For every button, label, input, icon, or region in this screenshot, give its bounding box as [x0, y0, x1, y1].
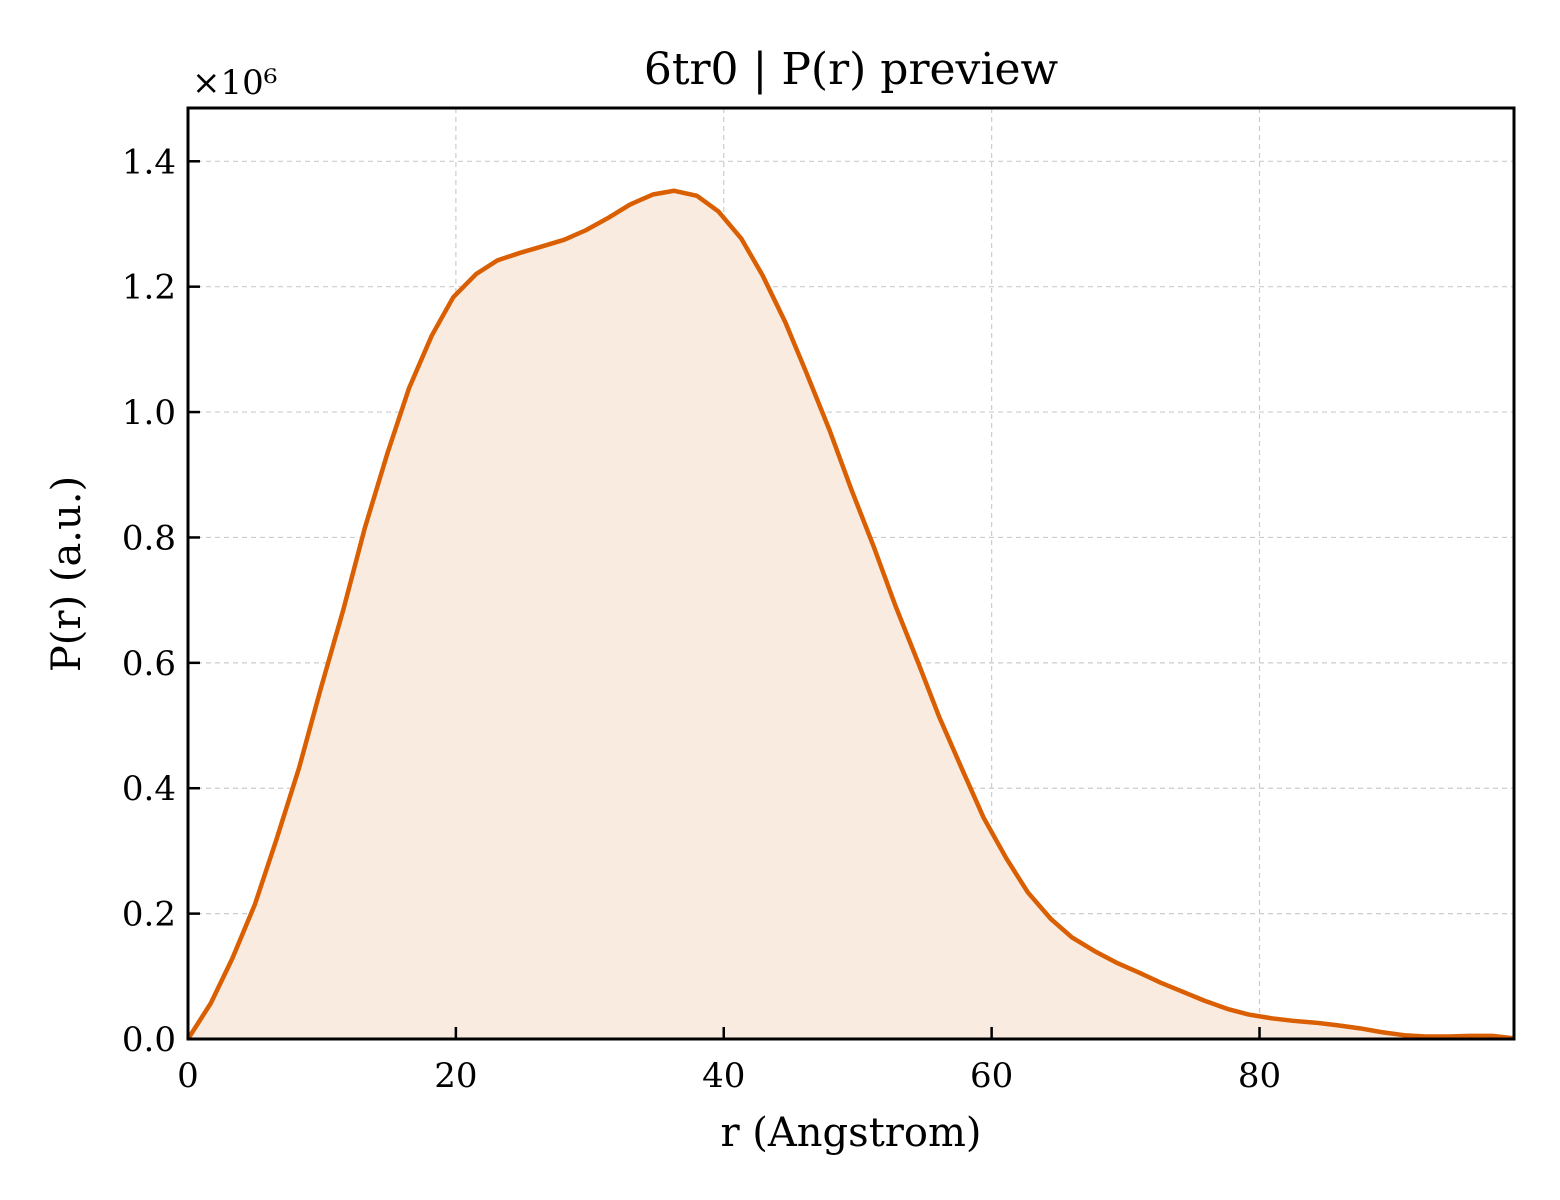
pr-curve-line — [186, 188, 1515, 1041]
y-tick-label: 0.2 — [122, 895, 176, 935]
y-tick-label: 0.6 — [122, 644, 176, 684]
y-tick-label: 0.8 — [122, 518, 176, 558]
y-axis-label: P(r) (a.u.) — [44, 476, 90, 672]
y-tick-label: 0.4 — [122, 769, 176, 809]
x-tick-label: 40 — [702, 1056, 745, 1096]
x-tick-label: 0 — [177, 1056, 199, 1096]
chart-title: 6tr0 | P(r) preview — [644, 44, 1059, 95]
y-tick-label: 1.4 — [122, 142, 176, 182]
y-tick-label: 1.2 — [122, 268, 176, 308]
y-tick-label: 1.0 — [122, 393, 176, 433]
x-tick-label: 80 — [1238, 1056, 1281, 1096]
y-multiplier-label: ×10⁶ — [192, 63, 277, 103]
ticks-layer: 0 20 40 60 80 0.0 0.2 0.4 0.6 0.8 1.0 1.2 1.4 — [122, 142, 1281, 1096]
plot-frame — [186, 106, 1516, 1041]
x-axis-label: r (Angstrom) — [720, 1110, 981, 1156]
pr-area-fill — [188, 190, 1514, 1039]
x-tick-label: 60 — [970, 1056, 1013, 1096]
y-tick-label: 0.0 — [122, 1020, 176, 1060]
x-tick-label: 20 — [434, 1056, 477, 1096]
